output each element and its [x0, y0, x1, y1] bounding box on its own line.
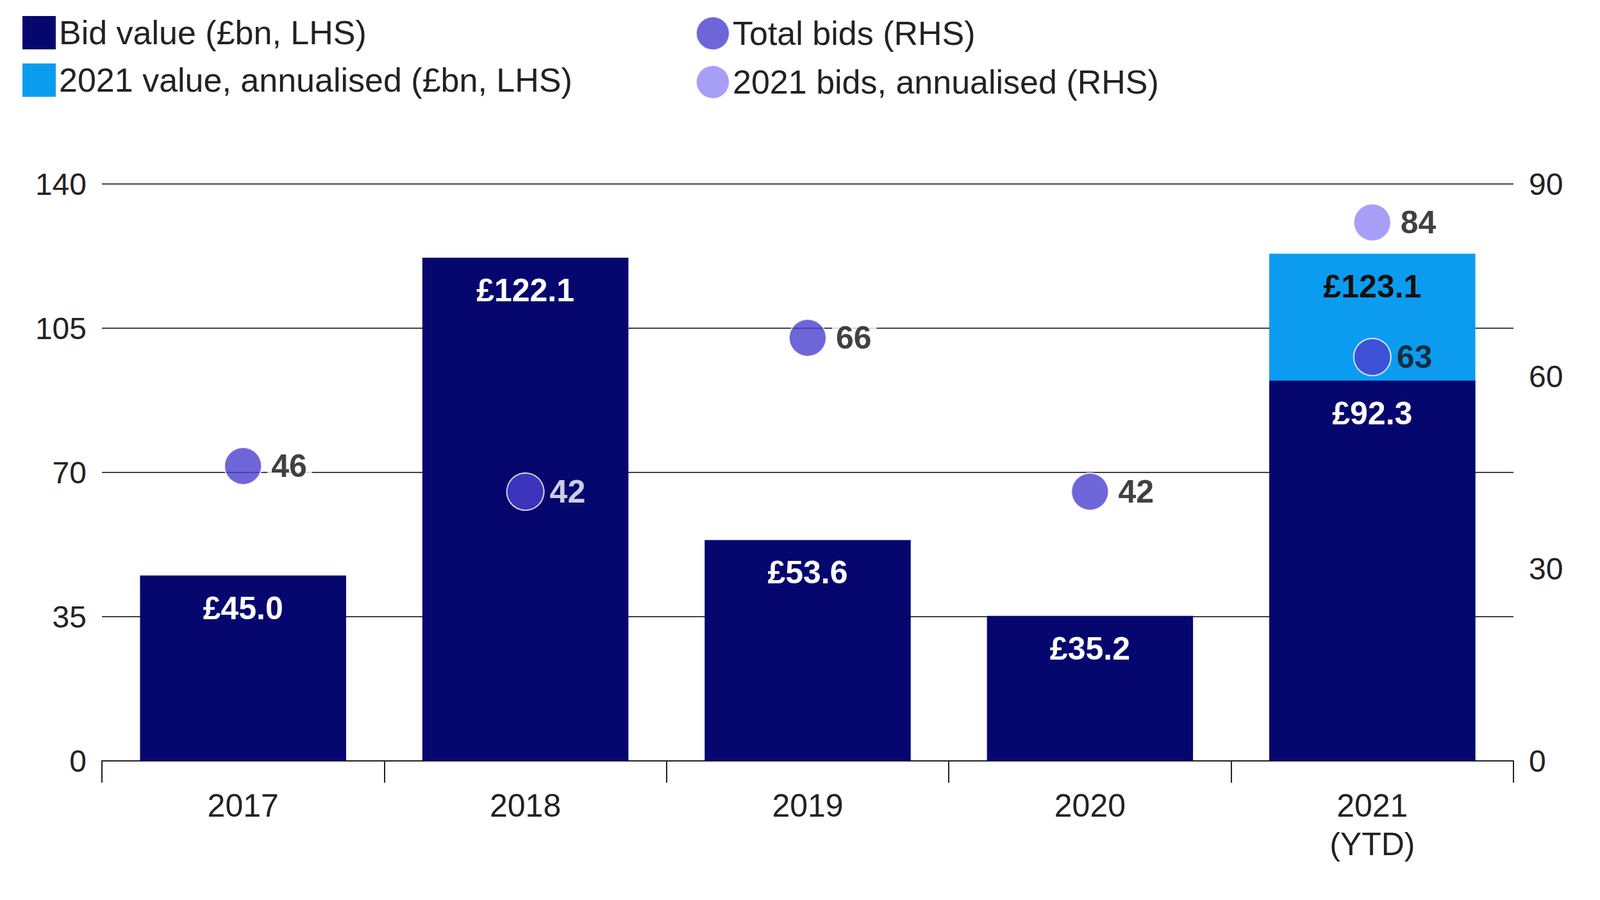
svg-text:140: 140	[35, 167, 87, 202]
svg-text:(YTD): (YTD)	[1329, 826, 1415, 863]
svg-text:£35.2: £35.2	[1050, 630, 1131, 667]
svg-text:60: 60	[1528, 359, 1563, 394]
svg-text:2021 value, annualised (£bn, L: 2021 value, annualised (£bn, LHS)	[58, 61, 573, 99]
svg-text:2020: 2020	[1054, 787, 1126, 824]
svg-text:2021 bids, annualised (RHS): 2021 bids, annualised (RHS)	[732, 63, 1159, 101]
svg-text:£45.0: £45.0	[203, 590, 284, 627]
svg-text:£122.1: £122.1	[476, 272, 575, 309]
svg-text:Total bids (RHS): Total bids (RHS)	[732, 14, 976, 52]
svg-text:35: 35	[52, 600, 87, 634]
svg-text:2018: 2018	[489, 787, 561, 824]
svg-text:£53.6: £53.6	[767, 554, 848, 591]
svg-text:105: 105	[35, 311, 87, 346]
svg-text:2021: 2021	[1336, 787, 1408, 824]
svg-text:£92.3: £92.3	[1332, 395, 1413, 432]
svg-text:66: 66	[835, 319, 872, 356]
svg-text:84: 84	[1400, 204, 1437, 241]
svg-text:2019: 2019	[771, 787, 843, 824]
svg-text:46: 46	[271, 448, 308, 484]
svg-text:£123.1: £123.1	[1323, 268, 1422, 305]
svg-text:30: 30	[1528, 551, 1563, 586]
svg-text:0: 0	[69, 744, 87, 779]
svg-text:Bid value (£bn, LHS): Bid value (£bn, LHS)	[58, 14, 367, 52]
svg-text:0: 0	[1528, 744, 1547, 779]
svg-text:2017: 2017	[207, 787, 279, 824]
svg-text:70: 70	[52, 455, 87, 490]
svg-text:42: 42	[550, 473, 586, 510]
svg-text:90: 90	[1528, 167, 1563, 202]
svg-text:42: 42	[1117, 473, 1154, 510]
svg-text:63: 63	[1396, 339, 1433, 375]
